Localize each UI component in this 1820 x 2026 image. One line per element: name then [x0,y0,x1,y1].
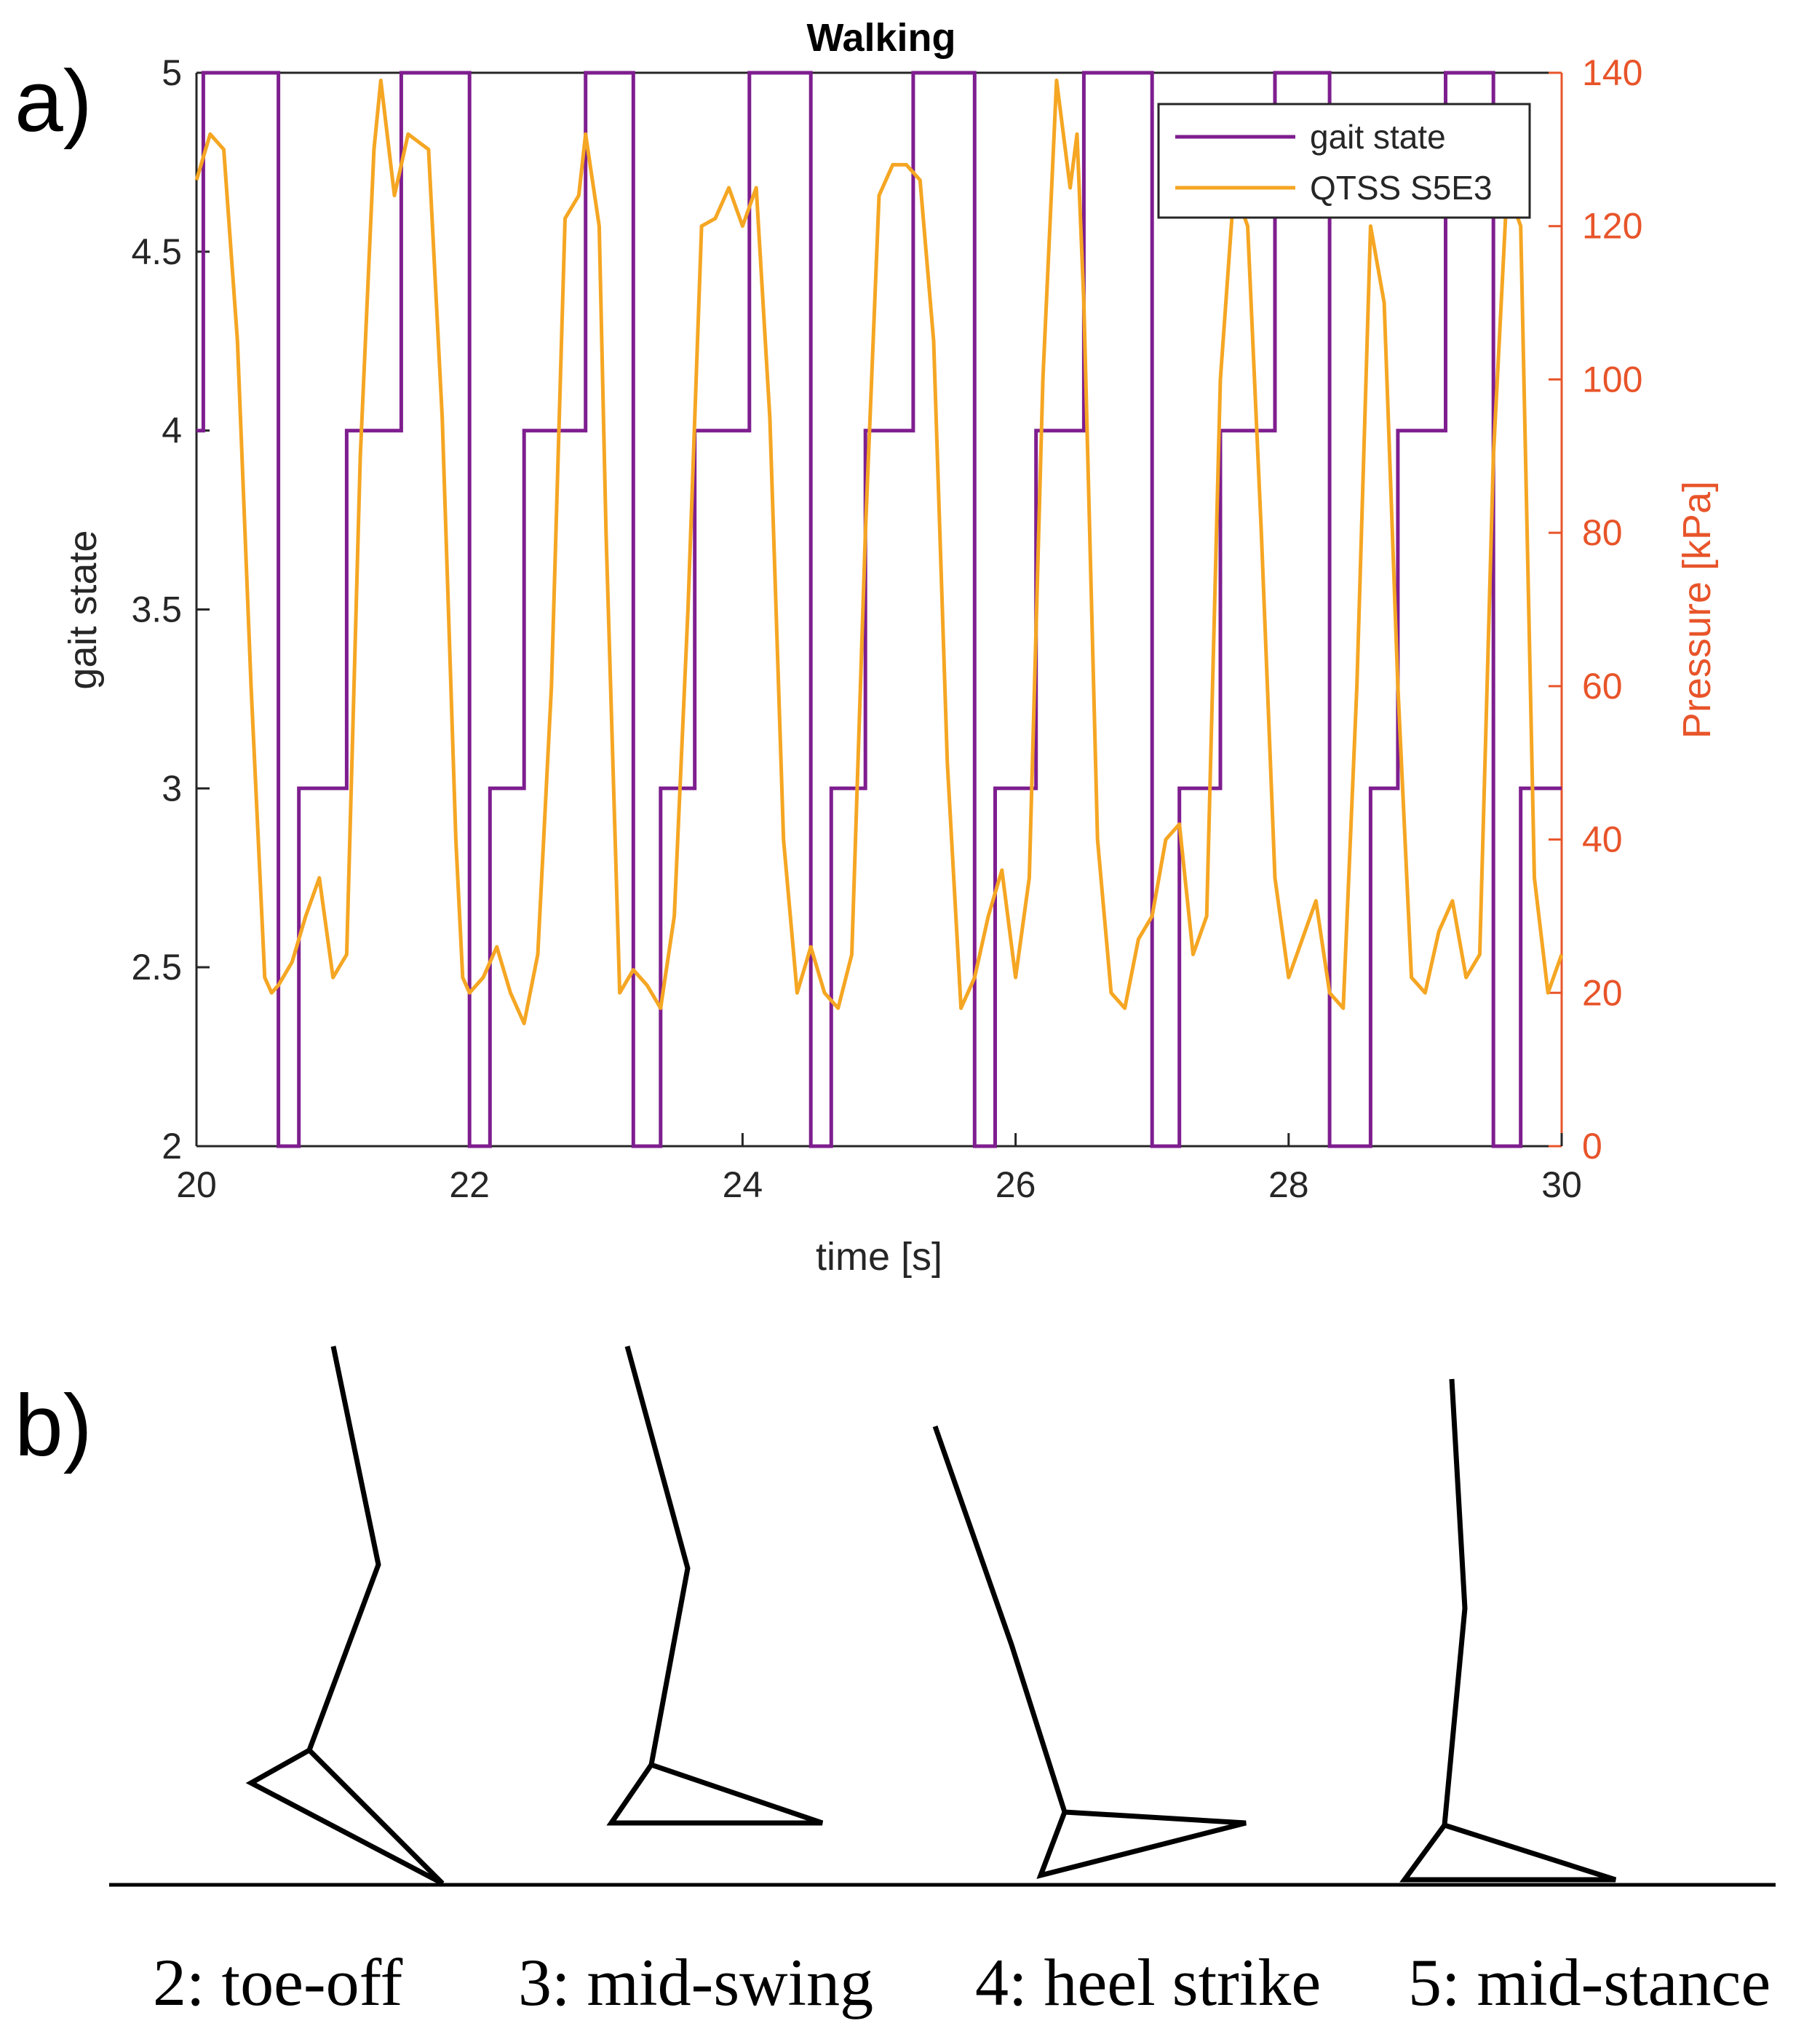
foot-mid-swing [606,1761,824,1826]
chart-title: Walking [806,16,955,60]
foot-mid-stance [1399,1822,1617,1883]
x-tick-label: 30 [1541,1164,1582,1205]
foot-heel-strike [1036,1809,1247,1880]
right-tick-label: 100 [1582,359,1642,400]
left-tick-label: 3.5 [131,589,182,630]
left-tick-label: 2 [162,1126,182,1167]
leg-figure-mid-stance [1399,1378,1617,1883]
right-tick-label: 120 [1582,206,1642,247]
left-tick-label: 4.5 [131,231,182,272]
left-tick-label: 4 [162,410,182,451]
left-tick-label: 5 [162,52,182,93]
legend-box [1157,103,1531,219]
legend-label-gait-state: gait state [1310,118,1446,156]
x-axis-label: time [s] [816,1235,942,1279]
legend-label-qtss-s5e3: QTSS S5E3 [1310,169,1493,207]
x-tick-label: 28 [1268,1164,1309,1205]
foot-toe-off [245,1747,445,1886]
x-tick-label: 20 [176,1164,217,1205]
left-tick-label: 3 [162,768,182,809]
panel-b-illustrations [109,1346,1776,1887]
right-tick-label: 20 [1582,972,1623,1013]
leg-heel-strike [932,1425,1068,1814]
x-tick-label: 22 [449,1164,490,1205]
legend: gait state QTSS S5E3 [1157,103,1531,219]
caption-toe-off: 2: toe-off [153,1945,403,2019]
y-axis-label-left: gait state [61,530,105,689]
right-tick-label: 40 [1582,819,1623,860]
right-axis-ticks: 0 20 40 60 80 100 120 140 [1549,52,1642,1167]
panel-a-label: a) [15,52,92,150]
leg-figure-heel-strike [932,1425,1247,1880]
right-tick-label: 0 [1582,1126,1602,1167]
caption-heel-strike: 4: heel strike [975,1945,1321,2019]
series-line-qtss-s5e3 [194,79,1564,1025]
left-axis-ticks: 2 2.5 3 3.5 4 4.5 5 [131,52,210,1167]
x-tick-label: 26 [996,1164,1036,1205]
leg-figure-mid-swing [606,1346,824,1826]
left-tick-label: 2.5 [131,947,182,988]
caption-mid-stance: 5: mid-stance [1408,1945,1771,2019]
y-axis-label-right: Pressure [kPa] [1675,481,1719,739]
right-tick-label: 60 [1582,666,1623,707]
panel-b-label: b) [15,1377,92,1474]
leg-figure-toe-off [245,1346,445,1886]
series-line-gait-state [196,71,1562,1148]
series-layer [194,71,1564,1148]
right-tick-label: 140 [1582,52,1642,93]
x-axis-ticks: 20 22 24 26 28 30 [176,1133,1582,1205]
leg-mid-swing [624,1346,691,1765]
caption-mid-swing: 3: mid-swing [518,1945,873,2019]
x-tick-label: 24 [723,1164,763,1205]
right-tick-label: 80 [1582,512,1623,553]
leg-toe-off [306,1346,381,1752]
leg-mid-stance [1442,1378,1468,1826]
